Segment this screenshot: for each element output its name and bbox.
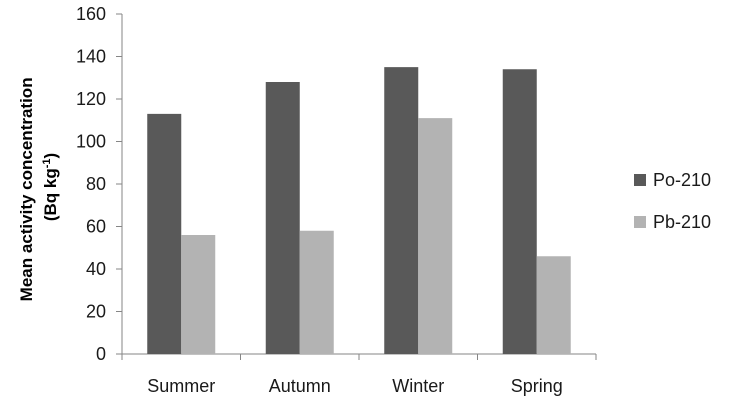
y-tick-label: 40 xyxy=(86,259,106,279)
bar-pb-210-spring xyxy=(536,256,571,354)
y-axis-label-superscript: -1 xyxy=(41,159,53,169)
legend-label-pb-210: Pb-210 xyxy=(653,212,711,232)
category-labels: Summer Autumn Winter Spring xyxy=(147,376,563,396)
x-category-label: Spring xyxy=(511,376,563,396)
bar-po-210-autumn xyxy=(265,82,300,354)
y-axis-label-line1: Mean activity concentration xyxy=(17,77,36,301)
x-category-label: Winter xyxy=(392,376,444,396)
bar-po-210-summer xyxy=(147,113,182,354)
y-tick-label: 140 xyxy=(76,47,106,67)
bar-po-210-winter xyxy=(384,67,419,354)
y-tick-label: 20 xyxy=(86,302,106,322)
x-category-label: Autumn xyxy=(269,376,331,396)
y-tick-label: 100 xyxy=(76,132,106,152)
y-axis-label: Mean activity concentration (Bq kg-1) xyxy=(17,73,60,302)
y-axis-label-close: ) xyxy=(41,153,60,159)
y-axis-label-line2: (Bq kg-1) xyxy=(41,153,60,221)
x-category-label: Summer xyxy=(147,376,215,396)
legend-swatch-po-210 xyxy=(634,174,646,186)
bar-pb-210-winter xyxy=(418,118,453,354)
y-tick-label: 60 xyxy=(86,217,106,237)
bars xyxy=(147,67,571,354)
bar-pb-210-summer xyxy=(181,235,216,354)
y-tick-label: 0 xyxy=(96,344,106,364)
y-axis-label-unit: (Bq kg xyxy=(41,168,60,221)
y-tick-label: 80 xyxy=(86,174,106,194)
legend-label-po-210: Po-210 xyxy=(653,170,711,190)
bar-po-210-spring xyxy=(502,69,537,354)
y-axis-ticks: 0 20 40 60 80 100 120 140 160 xyxy=(76,4,122,364)
y-tick-label: 160 xyxy=(76,4,106,24)
legend-swatch-pb-210 xyxy=(634,216,646,228)
y-tick-label: 120 xyxy=(76,89,106,109)
bar-pb-210-autumn xyxy=(299,230,334,354)
legend: Po-210 Pb-210 xyxy=(634,170,711,232)
